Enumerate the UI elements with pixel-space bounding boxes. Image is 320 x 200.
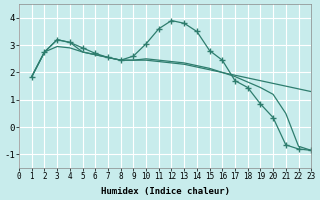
- X-axis label: Humidex (Indice chaleur): Humidex (Indice chaleur): [101, 187, 230, 196]
